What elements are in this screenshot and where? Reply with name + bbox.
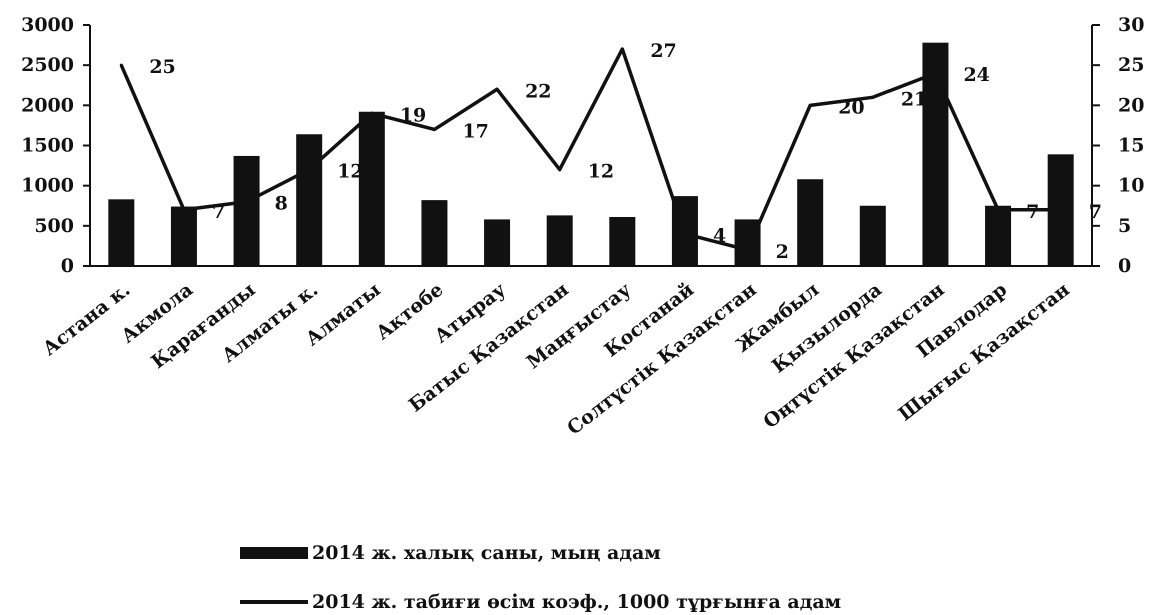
x-axis-category-label: Астана к.: [39, 279, 135, 361]
bar: [358, 111, 385, 266]
line-data-label: 2: [776, 241, 789, 263]
line-data-label: 27: [650, 40, 676, 62]
line-data-label: 12: [337, 161, 363, 183]
legend-item-growth: 2014 ж. табиғи өсім коэф., 1000 тұрғынға…: [240, 591, 841, 613]
right-axis-tick-label: 15: [1118, 135, 1144, 157]
line-data-label: 17: [462, 120, 488, 142]
line-data-label: 22: [525, 80, 551, 102]
line-point: [808, 103, 812, 107]
legend-label-population: 2014 ж. халық саны, мың адам: [312, 542, 661, 564]
left-axis-tick-label: 1000: [21, 175, 74, 197]
line-data-label: 20: [838, 96, 864, 118]
line-point: [432, 127, 436, 131]
line-point: [683, 232, 687, 236]
bar-series: [108, 42, 1074, 266]
left-axis-tick-label: 2000: [21, 94, 74, 116]
right-axis-tick-label: 30: [1118, 14, 1144, 36]
line-point: [558, 168, 562, 172]
line-point: [495, 87, 499, 91]
line-point: [996, 208, 1000, 212]
line-point: [871, 95, 875, 99]
bar: [546, 215, 573, 266]
bar: [484, 219, 511, 266]
line-data-label: 12: [588, 161, 614, 183]
line-point: [245, 200, 249, 204]
legend-line-swatch: [240, 600, 308, 604]
left-axis-tick-label: 3000: [21, 14, 74, 36]
growth-line: [119, 47, 1061, 252]
line-data-label: 21: [901, 88, 927, 110]
legend-label-growth: 2014 ж. табиғи өсім коэф., 1000 тұрғынға…: [312, 591, 842, 613]
legend-item-population: 2014 ж. халық саны, мың адам: [240, 542, 661, 564]
bar: [296, 134, 323, 266]
left-axis-tick-label: 2500: [21, 54, 74, 76]
bar: [859, 205, 886, 266]
legend-bar-swatch: [240, 547, 308, 559]
bar: [797, 179, 824, 266]
line-point: [119, 63, 123, 67]
line-series: [119, 47, 1063, 252]
line-data-label: 19: [400, 104, 426, 126]
bar: [985, 205, 1012, 266]
line-data-label: 7: [212, 201, 225, 223]
bar: [233, 155, 260, 266]
line-point: [370, 111, 374, 115]
left-axis-tick-label: 500: [34, 215, 74, 237]
right-axis-tick-label: 5: [1118, 215, 1131, 237]
right-axis-tick-label: 0: [1118, 255, 1131, 277]
right-axis: 0 5 10 15 20 25 30: [1091, 14, 1144, 277]
bar: [170, 206, 197, 266]
line-data-label: 24: [963, 64, 989, 86]
line-data-label: 7: [1089, 201, 1102, 223]
left-axis-tick-label: 0: [61, 255, 74, 277]
right-axis-tick-label: 20: [1118, 94, 1144, 116]
left-axis-tick-label: 1500: [21, 135, 74, 157]
line-point: [620, 47, 624, 51]
bar: [922, 42, 949, 266]
line-data-label: 7: [1026, 201, 1039, 223]
line-data-label: 8: [275, 193, 288, 215]
line-point: [933, 71, 937, 75]
line-data-label: 4: [713, 225, 726, 247]
bar: [421, 200, 448, 266]
line-point: [746, 248, 750, 252]
line-point: [307, 168, 311, 172]
bar: [609, 216, 636, 266]
line-point: [182, 208, 186, 212]
line-data-label: 25: [149, 56, 175, 78]
line-point: [1059, 208, 1063, 212]
right-axis-tick-label: 25: [1118, 54, 1144, 76]
right-axis-tick-label: 10: [1118, 175, 1144, 197]
bar: [108, 199, 135, 266]
